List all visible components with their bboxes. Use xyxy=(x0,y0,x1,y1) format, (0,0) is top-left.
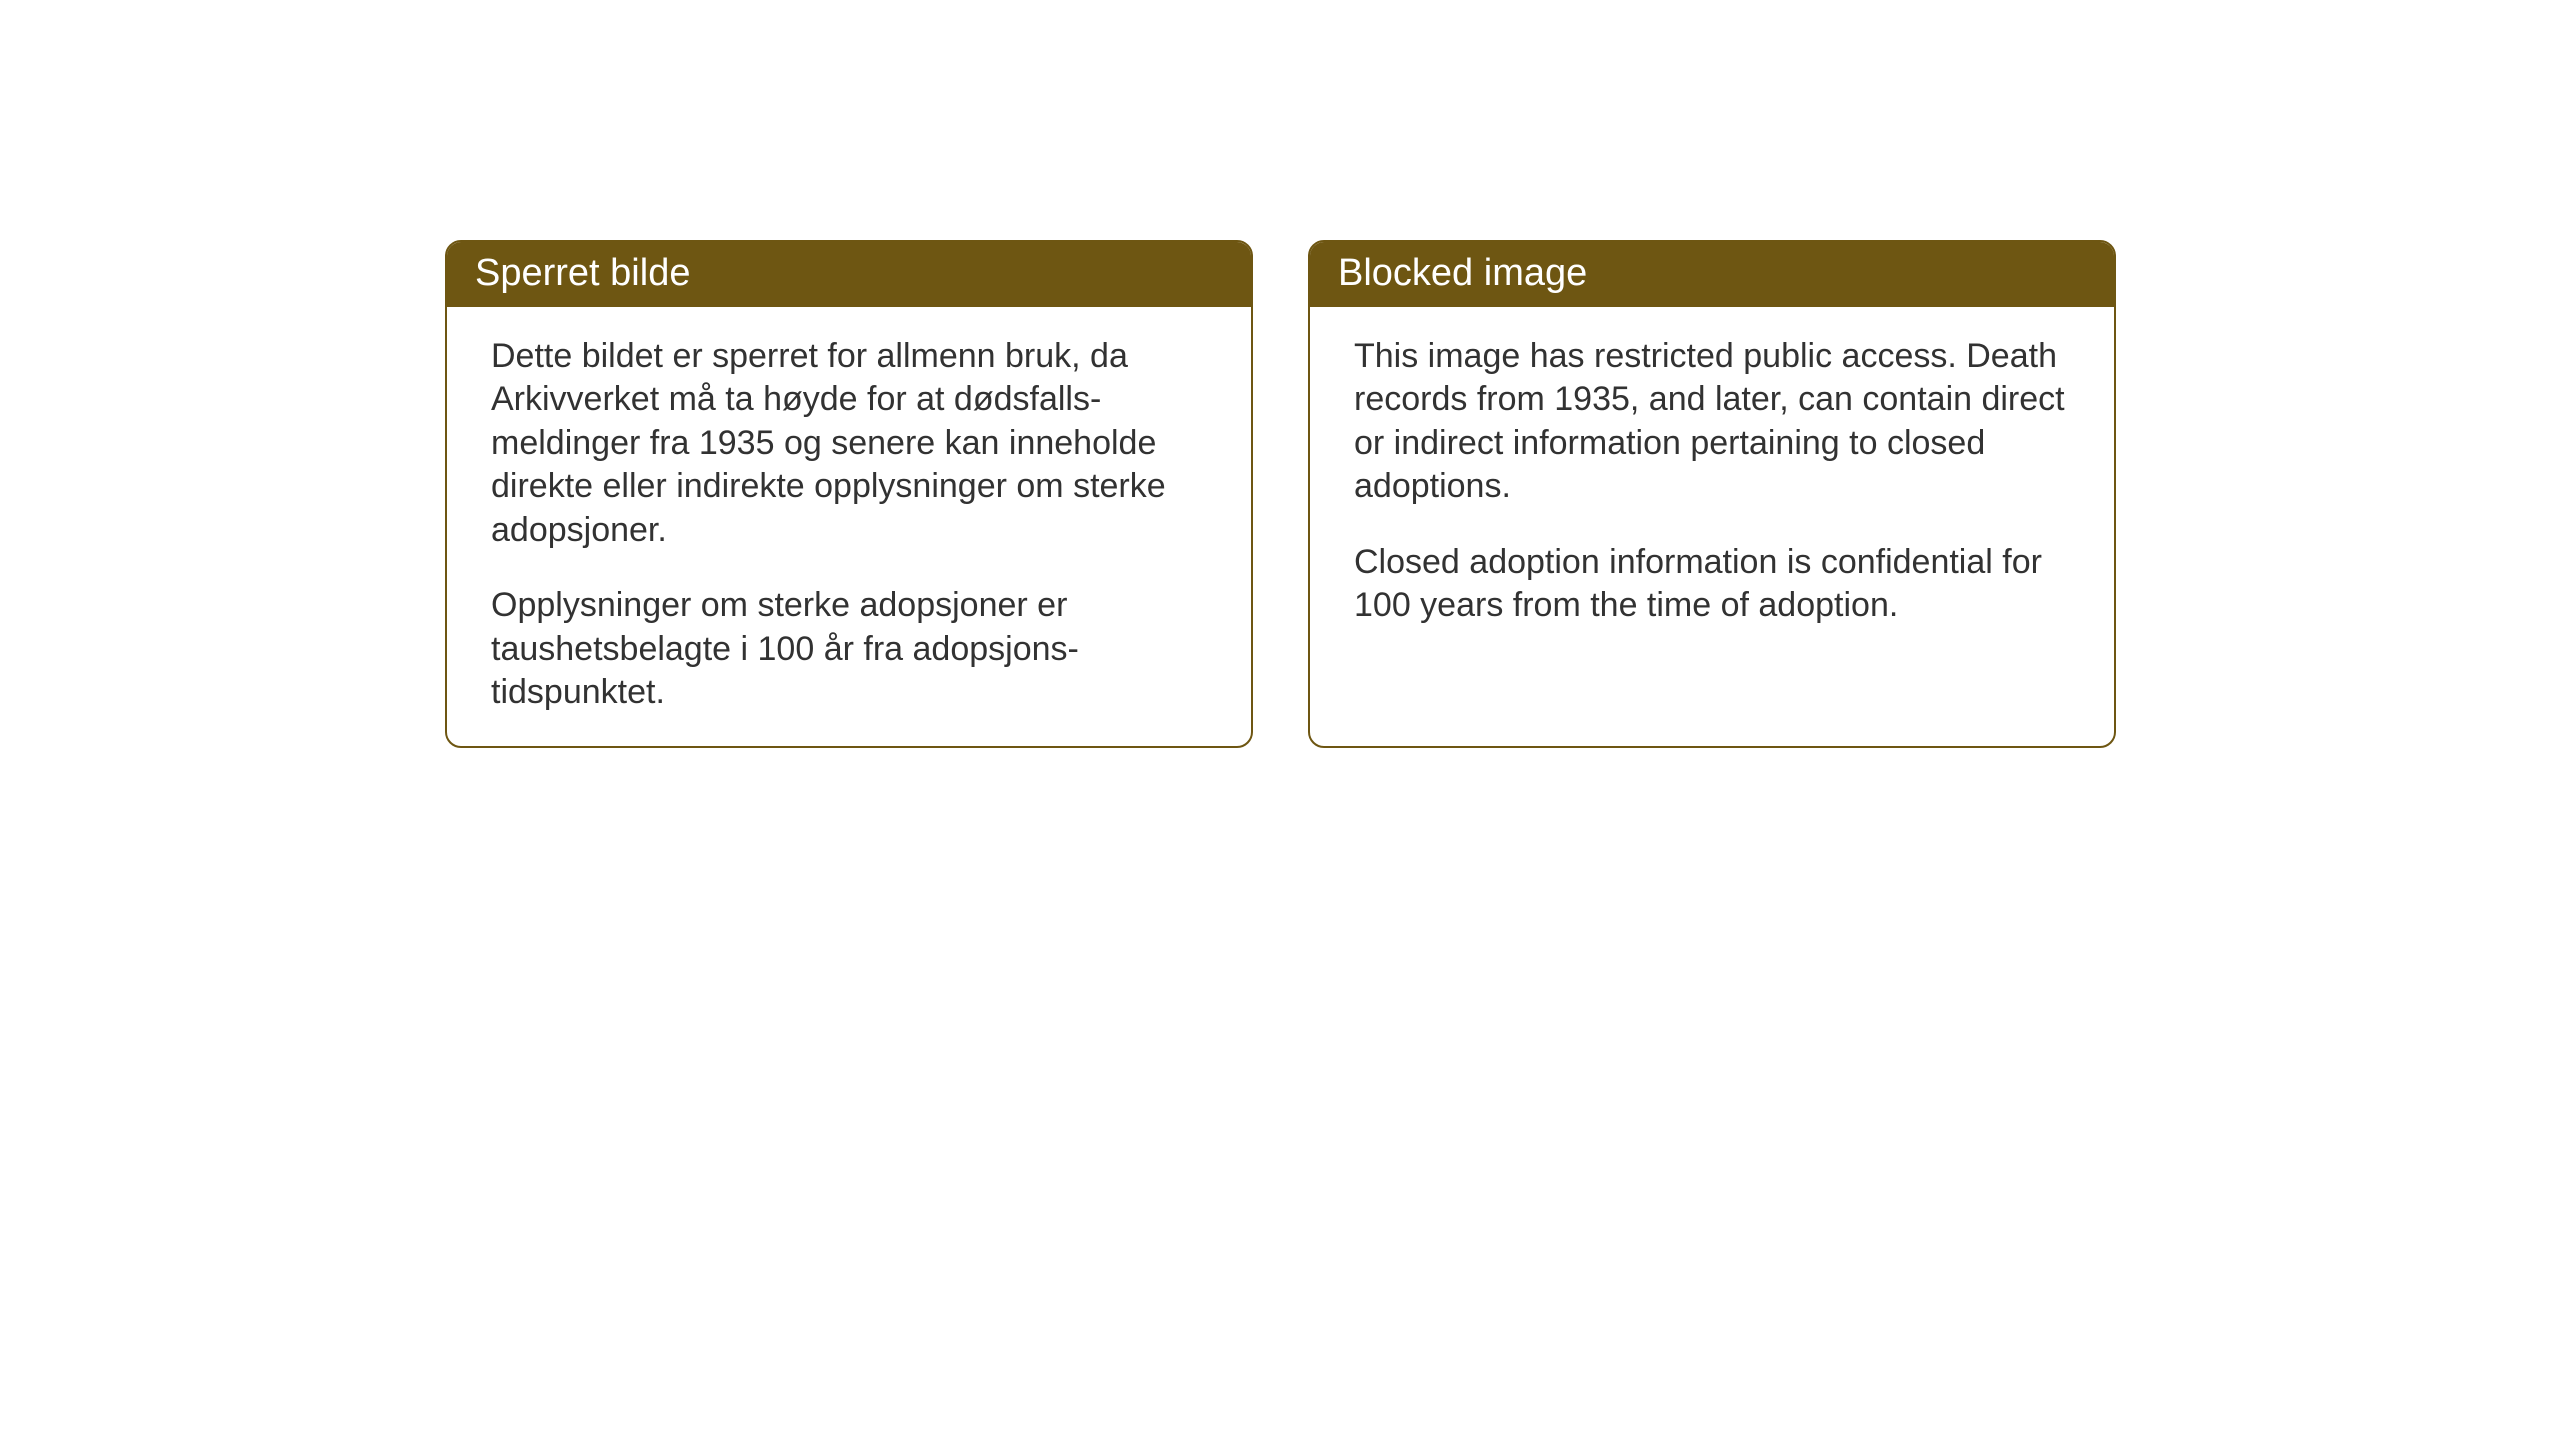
english-paragraph-1: This image has restricted public access.… xyxy=(1354,335,2070,509)
english-card-body: This image has restricted public access.… xyxy=(1310,307,2114,746)
norwegian-notice-card: Sperret bilde Dette bildet er sperret fo… xyxy=(445,240,1253,748)
norwegian-card-body: Dette bildet er sperret for allmenn bruk… xyxy=(447,307,1251,748)
norwegian-paragraph-2: Opplysninger om sterke adopsjoner er tau… xyxy=(491,584,1207,715)
english-card-title: Blocked image xyxy=(1310,242,2114,307)
notice-cards-container: Sperret bilde Dette bildet er sperret fo… xyxy=(445,240,2116,748)
english-paragraph-2: Closed adoption information is confident… xyxy=(1354,541,2070,628)
norwegian-card-title: Sperret bilde xyxy=(447,242,1251,307)
english-notice-card: Blocked image This image has restricted … xyxy=(1308,240,2116,748)
norwegian-paragraph-1: Dette bildet er sperret for allmenn bruk… xyxy=(491,335,1207,553)
